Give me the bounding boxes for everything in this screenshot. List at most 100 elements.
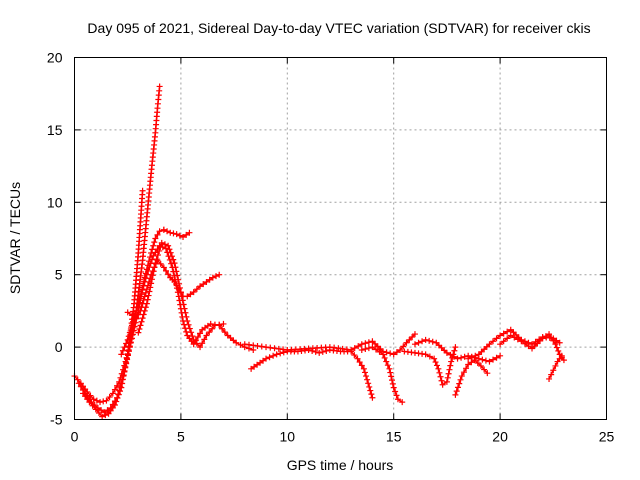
data-point (458, 354, 465, 361)
data-point (180, 234, 187, 241)
data-point (388, 377, 395, 384)
data-point (176, 284, 183, 291)
data-point (101, 409, 108, 416)
data-point (406, 336, 413, 343)
data-point (525, 343, 532, 350)
data-point (392, 388, 399, 395)
data-point (507, 332, 514, 339)
data-point (161, 241, 168, 248)
data-point (181, 305, 188, 312)
data-point (552, 341, 559, 348)
data-point (130, 318, 137, 325)
data-point (156, 247, 163, 254)
data-point (131, 315, 138, 322)
data-point (465, 361, 472, 368)
data-point (456, 380, 463, 387)
data-point (141, 278, 148, 285)
data-point (121, 344, 128, 351)
data-point (446, 366, 453, 373)
data-point (157, 260, 164, 267)
data-point (173, 268, 180, 275)
data-point (497, 341, 504, 348)
data-point (555, 347, 562, 354)
data-point (367, 387, 374, 394)
data-point (163, 267, 170, 274)
data-point (123, 359, 130, 366)
data-point (481, 366, 488, 373)
data-point (139, 187, 146, 194)
data-point (125, 333, 132, 340)
data-point (175, 276, 182, 283)
data-point (150, 252, 157, 259)
data-point (273, 351, 280, 358)
data-point (450, 353, 457, 360)
x-tick-label: 20 (492, 429, 508, 445)
data-point (426, 337, 433, 344)
data-point (156, 228, 163, 235)
data-point (458, 373, 465, 380)
data-point (490, 338, 497, 345)
data-point (168, 253, 175, 260)
data-point (119, 380, 126, 387)
data-point (550, 337, 557, 344)
data-point (362, 340, 369, 347)
data-point (138, 289, 145, 296)
data-point (145, 292, 152, 299)
data-point (193, 340, 200, 347)
series-arc-8 (135, 239, 227, 351)
data-point (363, 373, 370, 380)
data-point (86, 399, 93, 406)
data-point (93, 397, 100, 404)
data-point (201, 336, 208, 343)
data-point (209, 325, 216, 332)
data-point (266, 354, 273, 361)
data-point (193, 286, 200, 293)
data-point (399, 399, 406, 406)
data-point (150, 268, 157, 275)
data-point (358, 341, 365, 348)
data-point (380, 351, 387, 358)
data-point (206, 329, 213, 336)
x-tick-label: 10 (280, 429, 296, 445)
data-point (558, 352, 565, 359)
data-point (443, 378, 450, 385)
data-point (154, 252, 161, 259)
data-point (124, 336, 131, 343)
data-point (124, 309, 131, 316)
data-point (221, 329, 228, 336)
data-point (482, 357, 489, 364)
data-point (146, 264, 153, 271)
x-tick-label: 5 (177, 429, 185, 445)
data-point (447, 362, 454, 369)
data-point (454, 355, 461, 362)
data-point (100, 398, 107, 405)
data-point (167, 229, 174, 236)
data-point (95, 409, 102, 416)
chart-title: Day 095 of 2021, Sidereal Day-to-day VTE… (87, 20, 590, 36)
data-point (177, 289, 184, 296)
data-point (178, 293, 185, 300)
data-point (171, 260, 178, 267)
data-point (362, 346, 369, 353)
data-point (493, 354, 500, 361)
data-point (180, 301, 187, 308)
data-point (419, 338, 426, 345)
data-point (152, 235, 159, 242)
data-point (323, 347, 330, 354)
data-point (200, 281, 207, 288)
data-point (119, 376, 126, 383)
data-point (206, 276, 213, 283)
data-point (312, 348, 319, 355)
data-point (152, 260, 159, 267)
data-point (386, 365, 393, 372)
data-point (390, 351, 397, 358)
data-point (548, 371, 555, 378)
series-arc-5 (124, 187, 146, 358)
data-point (409, 333, 416, 340)
x-tick-label: 25 (599, 429, 615, 445)
data-point (415, 339, 422, 346)
data-point (351, 345, 358, 352)
data-point (123, 355, 130, 362)
y-tick-label: 0 (55, 339, 63, 355)
